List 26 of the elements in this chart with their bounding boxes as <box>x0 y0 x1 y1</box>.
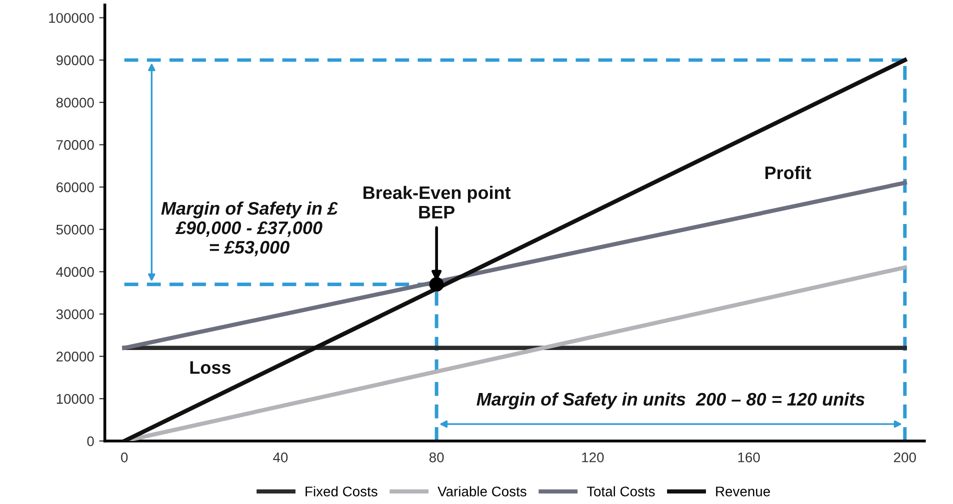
y-tick-label: 20000 <box>56 352 94 362</box>
y-tick-label: 40000 <box>56 267 94 277</box>
y-tick-label: 60000 <box>56 182 94 192</box>
y-tick-label: 70000 <box>56 140 94 150</box>
y-tick-label: 10000 <box>56 394 94 404</box>
x-tick-label: 200 <box>894 452 916 462</box>
legend-label: Fixed Costs <box>306 486 378 496</box>
annotation: Loss <box>190 361 231 374</box>
y-tick-label: 30000 <box>56 309 94 320</box>
y-tick-label: 100000 <box>49 13 94 23</box>
annotation: Profit <box>765 166 812 180</box>
annotation: Margin of Safety in units 200 – 80 = 120 units <box>476 392 865 410</box>
x-tick-label: 120 <box>582 452 604 462</box>
x-tick-label: 40 <box>273 452 288 462</box>
legend-label: Revenue <box>716 486 770 496</box>
y-tick-label: 80000 <box>56 98 94 108</box>
y-tick-label: 0 <box>87 436 94 446</box>
annotation: Margin of Safety in £ £90,000 - £37,000 = £53,000 <box>161 202 338 256</box>
x-tick-label: 80 <box>429 452 444 462</box>
x-tick-label: 0 <box>121 452 128 462</box>
y-tick-label: 50000 <box>56 224 94 235</box>
legend-label: Total Costs <box>586 486 655 496</box>
annotation: Break-Even point BEP <box>364 186 511 218</box>
legend-label: Variable Costs <box>438 486 526 496</box>
y-tick-label: 90000 <box>56 55 94 66</box>
x-tick-label: 160 <box>738 452 760 462</box>
